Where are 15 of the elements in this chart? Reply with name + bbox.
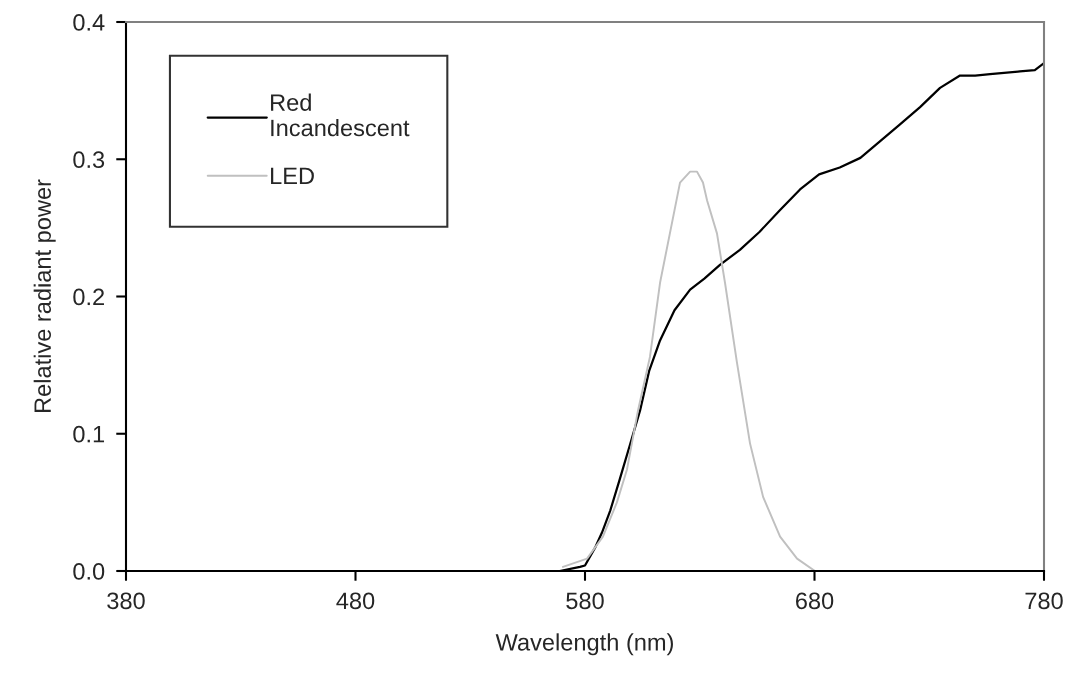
y-tick-label: 0.0 (73, 563, 105, 580)
y-tick-label: 0.1 (73, 425, 105, 443)
x-axis-title: Wavelength (nm) (495, 633, 673, 656)
y-tick-label: 0.4 (73, 14, 105, 31)
x-tick-label: 680 (796, 592, 834, 610)
y-tick-label: 0.2 (73, 288, 104, 306)
y-axis-title: Relative radiant power (33, 179, 56, 413)
y-tick-label: 0.3 (73, 151, 105, 169)
x-tick-label: 780 (1025, 592, 1063, 610)
legend-label: LED (271, 167, 314, 185)
legend-label: Red Incandescent (271, 93, 410, 137)
x-tick-label: 480 (336, 592, 375, 610)
line-series (562, 170, 816, 571)
x-tick-label: 580 (566, 592, 604, 610)
x-tick-label: 380 (107, 592, 145, 610)
